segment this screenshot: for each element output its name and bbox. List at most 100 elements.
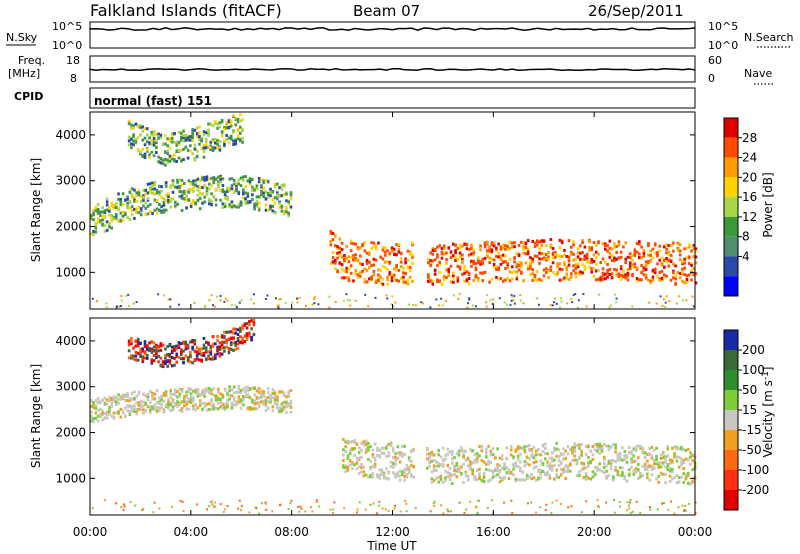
range-cell: [475, 460, 479, 464]
range-cell: [386, 282, 389, 286]
range-cell: [691, 479, 695, 483]
range-cell: [545, 503, 548, 506]
range-cell: [379, 281, 382, 285]
range-cell: [90, 232, 93, 236]
range-cell: [590, 267, 593, 271]
range-cell: [621, 446, 624, 450]
range-cell: [202, 354, 206, 358]
range-cell: [664, 455, 667, 459]
range-cell: [521, 478, 524, 482]
range-cell: [642, 249, 646, 253]
range-cell: [580, 511, 583, 514]
range-cell: [378, 468, 381, 472]
range-cell: [205, 190, 209, 194]
range-cell: [539, 453, 543, 457]
range-cell: [354, 256, 358, 260]
range-cell: [184, 133, 188, 137]
range-cell: [626, 267, 630, 271]
range-cell: [178, 394, 182, 398]
range-cell: [580, 443, 583, 447]
range-cell: [555, 468, 558, 472]
range-cell: [255, 507, 258, 510]
range-cell: [621, 473, 624, 477]
range-cell: [615, 297, 618, 300]
range-cell: [209, 501, 212, 504]
range-cell: [676, 248, 680, 252]
range-cell: [437, 461, 440, 465]
range-cell: [152, 140, 156, 144]
range-cell: [278, 205, 281, 209]
range-cell: [684, 457, 688, 461]
range-cell: [668, 300, 671, 303]
range-cell: [333, 501, 336, 504]
range-cell: [173, 345, 176, 349]
range-cell: [223, 407, 227, 411]
range-cell: [685, 246, 689, 250]
range-cell: [146, 405, 150, 409]
range-cell: [262, 194, 266, 198]
range-cell: [192, 201, 195, 205]
range-cell: [168, 139, 172, 143]
range-cell: [220, 343, 224, 347]
range-cell: [126, 201, 129, 205]
range-cell: [448, 473, 452, 477]
range-cell: [183, 181, 186, 185]
range-cell: [158, 401, 161, 405]
range-cell: [446, 452, 450, 456]
range-cell: [626, 272, 630, 276]
range-cell: [606, 249, 609, 253]
range-cell: [647, 261, 650, 265]
range-cell: [632, 459, 636, 463]
range-cell: [215, 295, 218, 298]
range-cell: [345, 244, 348, 248]
range-cell: [681, 267, 684, 271]
range-cell: [461, 261, 464, 265]
range-cell: [685, 299, 688, 302]
range-cell: [354, 253, 358, 257]
range-cell: [180, 178, 184, 182]
range-cell: [266, 180, 270, 184]
range-cell: [209, 349, 213, 353]
range-cell: [360, 441, 363, 445]
range-cell: [373, 462, 377, 466]
range-cell: [603, 260, 607, 264]
range-cell: [673, 445, 676, 449]
range-cell: [619, 265, 623, 269]
range-cell: [110, 216, 114, 220]
range-cell: [618, 454, 622, 458]
range-cell: [237, 178, 241, 182]
range-cell: [137, 205, 141, 209]
range-cell: [551, 304, 554, 307]
range-cell: [403, 467, 406, 471]
range-cell: [251, 198, 254, 202]
range-cell: [177, 341, 181, 345]
range-cell: [192, 398, 195, 402]
range-cell: [599, 260, 603, 264]
range-cell: [692, 267, 696, 271]
range-cell: [155, 356, 158, 360]
range-cell: [189, 360, 192, 364]
range-cell: [287, 200, 290, 204]
range-cell: [664, 481, 667, 485]
range-cell: [686, 481, 690, 485]
range-cell: [674, 277, 677, 281]
range-cell: [105, 200, 109, 204]
range-cell: [616, 455, 620, 459]
range-cell: [451, 280, 455, 284]
range-cell: [609, 445, 613, 449]
range-cell: [182, 349, 185, 353]
range-cell: [203, 405, 207, 409]
range-cell: [450, 452, 454, 456]
range-cell: [219, 174, 222, 178]
range-cell: [372, 257, 376, 261]
range-cell: [398, 451, 402, 455]
range-cell: [465, 242, 469, 246]
range-cell: [198, 191, 202, 195]
range-cell: [351, 439, 354, 443]
range-cell: [130, 392, 134, 396]
range-cell: [343, 507, 346, 510]
range-cell: [143, 341, 147, 345]
range-cell: [329, 239, 333, 243]
colorbar-tick-label: 8: [742, 230, 750, 244]
range-cell: [346, 298, 349, 301]
